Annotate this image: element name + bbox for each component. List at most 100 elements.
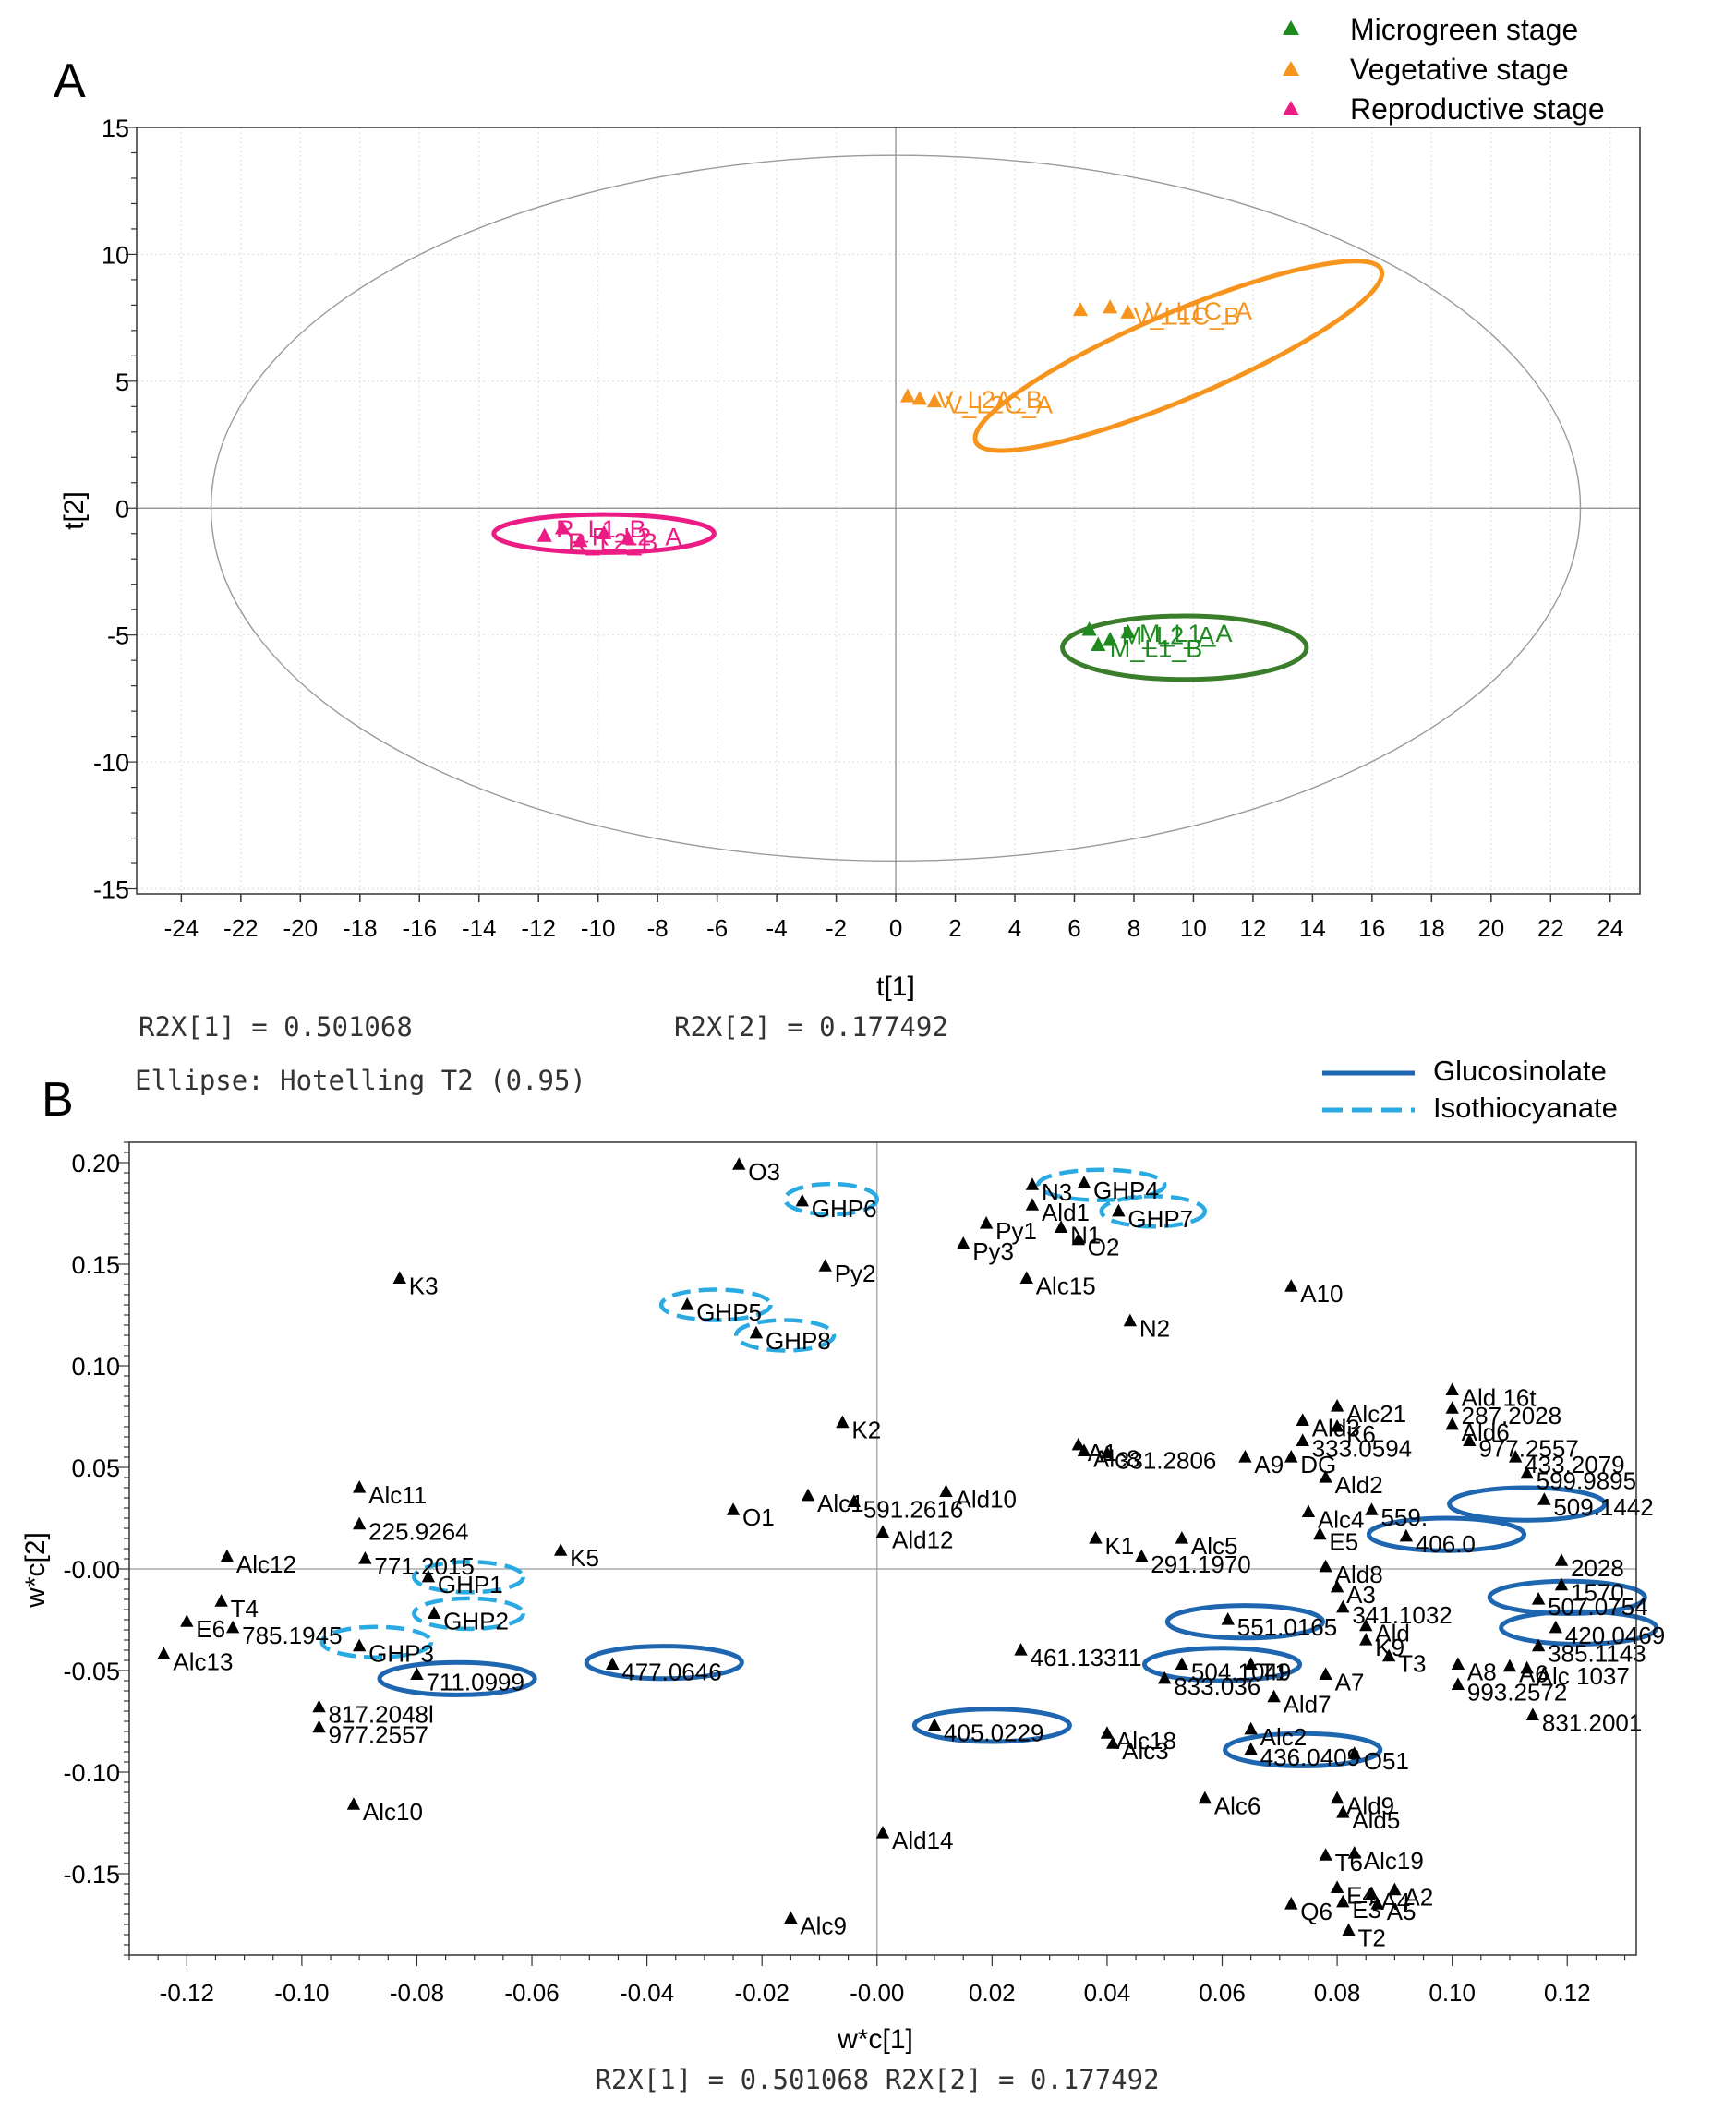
loading-label: 436.0409	[1260, 1743, 1360, 1771]
loading-point	[1089, 1531, 1103, 1544]
loading-label: 331.2806	[1116, 1447, 1216, 1475]
x-tick-label: 0	[889, 914, 902, 942]
loading-point	[1445, 1401, 1459, 1414]
loading-point	[1359, 1633, 1373, 1646]
loading-label: Q6	[1300, 1898, 1332, 1925]
x-tick-label: 18	[1418, 914, 1445, 942]
loading-label: A9	[1254, 1451, 1284, 1478]
score-point	[1081, 621, 1097, 636]
panel-a-ticks: -24 -22 -20 -18 -16 -14 -12 -10 -8 -6 -4 -2 0 2 4 6 8 10 1…	[93, 115, 1623, 942]
loading-point	[1508, 1450, 1523, 1463]
isothiocyanate-ellipse	[782, 1181, 880, 1217]
loading-point	[352, 1516, 367, 1530]
score-point	[597, 525, 612, 540]
loading-point	[1330, 1791, 1344, 1804]
loading-point	[726, 1502, 741, 1515]
loading-point	[1502, 1659, 1517, 1672]
x-tick-label: -0.06	[504, 1979, 559, 2007]
y-tick-label: 0	[115, 495, 129, 523]
score-label: R_L1_B	[556, 515, 646, 543]
loading-point	[784, 1911, 798, 1924]
x-tick-label: -20	[283, 914, 319, 942]
loading-label: Alc13	[173, 1647, 233, 1675]
loading-label: DG	[1300, 1451, 1336, 1478]
loading-point	[1520, 1660, 1534, 1674]
panel-a-plot-frame	[136, 127, 1641, 895]
loading-label: Alc18	[1116, 1727, 1176, 1755]
isothiocyanate-ellipse	[733, 1318, 837, 1353]
glucosinolate-ellipse	[1141, 1646, 1303, 1683]
loading-point	[1347, 1846, 1361, 1859]
loading-point	[1221, 1612, 1235, 1625]
loading-label: O1	[742, 1503, 775, 1531]
score-label: V_L1C_B	[1134, 302, 1241, 330]
loading-label: Alc4	[1318, 1505, 1365, 1533]
x-tick-label: -8	[647, 914, 669, 942]
panel-b-x-axis-label: w*c[1]	[837, 2024, 913, 2055]
loading-point	[818, 1259, 832, 1272]
loading-label: 385.1143	[1548, 1640, 1646, 1668]
loading-point	[1077, 1176, 1091, 1188]
glucosinolate-ellipse	[1447, 1485, 1608, 1523]
x-tick-label: -0.00	[850, 1979, 904, 2007]
glucosinolate-ellipse	[377, 1659, 537, 1697]
loading-label: Ald8	[1335, 1561, 1383, 1588]
loading-point	[875, 1826, 890, 1839]
loading-label: K3	[409, 1272, 439, 1299]
loading-label: 559.	[1380, 1503, 1428, 1531]
y-tick-label: -0.15	[63, 1861, 120, 1888]
legend-reproductive-label: Reproductive stage	[1350, 92, 1605, 126]
loading-point	[346, 1797, 361, 1810]
loading-point	[1071, 1437, 1085, 1451]
loading-label: Alc15	[1036, 1272, 1096, 1299]
loading-point	[1330, 1399, 1344, 1412]
x-tick-label: -6	[706, 914, 728, 942]
x-tick-label: 24	[1597, 914, 1623, 942]
loading-label: Alc12	[236, 1550, 296, 1578]
loading-point	[1399, 1528, 1414, 1542]
loading-point	[1549, 1620, 1562, 1634]
loading-point	[157, 1647, 171, 1659]
panel-a-x-axis-label: t[1]	[876, 971, 915, 1002]
panel-a-r2x1: R2X[1] = 0.501068	[139, 1011, 413, 1043]
loading-label: A6	[1519, 1660, 1549, 1688]
loading-point	[1537, 1492, 1551, 1505]
loading-label: Alc3	[1122, 1737, 1169, 1765]
loading-point	[427, 1606, 441, 1619]
loading-label: 551.0165	[1237, 1613, 1337, 1641]
legend-reproductive-marker	[1283, 101, 1299, 115]
x-tick-label: -14	[462, 914, 497, 942]
loading-point	[1451, 1657, 1465, 1670]
x-tick-label: 16	[1358, 914, 1385, 942]
x-tick-label: 0.02	[969, 1979, 1016, 2007]
loading-point	[1370, 1897, 1384, 1910]
x-tick-label: 4	[1008, 914, 1021, 942]
loading-point	[1301, 1504, 1316, 1517]
score-point	[554, 520, 571, 535]
x-tick-label: 0.10	[1429, 1979, 1476, 2007]
loading-point	[1359, 1618, 1373, 1632]
loading-label: Ald12	[892, 1526, 954, 1553]
glucosinolate-ellipse	[911, 1707, 1072, 1744]
loading-label: GHP1	[438, 1571, 503, 1598]
score-label: R_L2_B	[568, 528, 658, 556]
loading-point	[1071, 1232, 1085, 1246]
loading-label: Alc10	[363, 1798, 423, 1826]
loading-label: Py3	[972, 1237, 1014, 1265]
y-tick-label: -5	[107, 622, 129, 650]
loading-point	[1100, 1726, 1115, 1739]
y-tick-label: 0.10	[71, 1353, 120, 1381]
loading-point	[1267, 1689, 1281, 1703]
y-tick-label: -0.00	[63, 1556, 120, 1584]
loading-point	[836, 1415, 850, 1429]
loading-label: 291.1970	[1151, 1550, 1250, 1578]
group-ellipse	[1060, 613, 1309, 682]
x-tick-label: 14	[1299, 914, 1326, 942]
score-point	[926, 392, 943, 408]
loading-point	[1381, 1648, 1396, 1662]
loading-label: Alc21	[1346, 1400, 1406, 1428]
loading-label: N2	[1139, 1315, 1170, 1343]
loading-label: O51	[1364, 1747, 1409, 1775]
loading-label: T4	[231, 1595, 259, 1622]
loading-point	[681, 1297, 694, 1310]
